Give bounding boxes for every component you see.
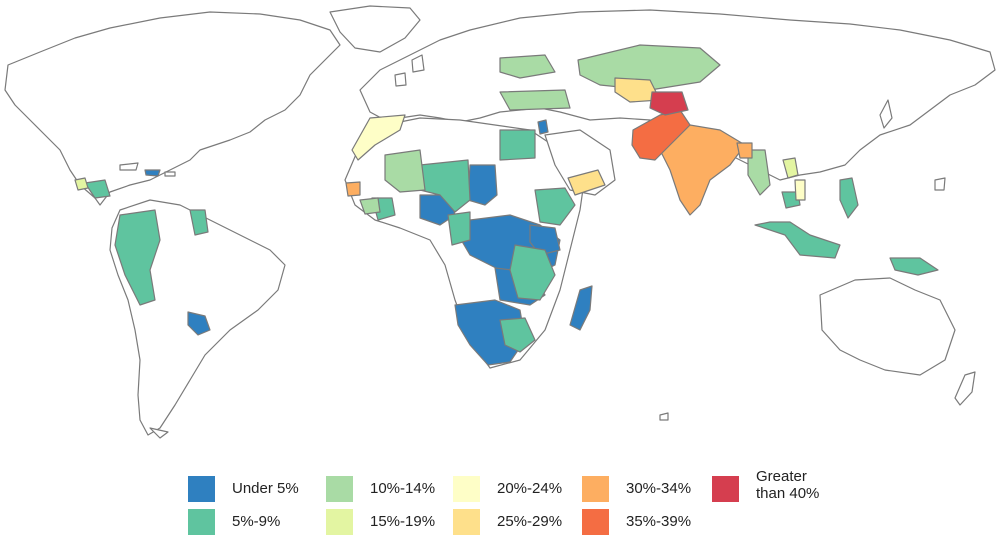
legend-label-over40-line2: than 40% — [756, 485, 820, 502]
legend-label-30to34: 30%-34% — [626, 480, 692, 497]
region-cameroon — [447, 211, 471, 246]
greenland — [329, 5, 421, 53]
legend-label-25to29: 25%-29% — [497, 513, 563, 530]
legend-label-over40: Greater than 40% — [756, 468, 819, 502]
legend-item-15to19: 15%-19% — [326, 509, 446, 535]
region-central-america — [84, 179, 111, 199]
legend-label-over40-line1: Greater — [756, 468, 807, 485]
region-chad — [467, 164, 498, 206]
region-senegal — [345, 181, 361, 197]
world-map — [4, 5, 996, 439]
legend-swatch-25to29 — [453, 509, 480, 535]
australia — [819, 277, 956, 376]
legend-label-10to14: 10%-14% — [370, 480, 436, 497]
legend-label-5to9: 5%-9% — [232, 513, 281, 530]
region-madagascar — [569, 285, 593, 331]
region-mali — [384, 149, 426, 193]
region-turkey — [499, 89, 571, 111]
map-legend: Under 5% 5%-9% 10%-14% 15%-19% 20%-24% 2… — [188, 468, 1000, 536]
legend-item-10to14: 10%-14% — [326, 476, 446, 502]
region-tanzania — [529, 224, 561, 256]
legend-label-35to39: 35%-39% — [626, 513, 692, 530]
region-haiti — [144, 169, 161, 177]
region-guatemala — [74, 177, 89, 191]
region-west-africa-green — [359, 197, 381, 215]
region-egypt — [499, 129, 536, 161]
region-colombia-peru — [114, 209, 161, 306]
region-jordan — [537, 119, 549, 135]
region-png — [889, 257, 939, 276]
region-southern-africa — [454, 299, 526, 366]
legend-label-20to24: 20%-24% — [497, 480, 563, 497]
region-south-africa-teal — [499, 317, 536, 353]
region-kazakhstan — [577, 44, 721, 91]
legend-item-25to29: 25%-29% — [453, 509, 573, 535]
legend-swatch-20to24 — [453, 476, 480, 502]
region-india — [659, 124, 746, 216]
region-philippines — [839, 177, 859, 219]
region-morocco — [351, 114, 406, 161]
island-fragments — [119, 54, 946, 421]
region-ethiopia — [534, 187, 576, 226]
legend-label-15to19: 15%-19% — [370, 513, 436, 530]
region-myanmar — [747, 149, 771, 196]
region-vietnam — [794, 179, 806, 201]
legend-item-30to34: 30%-34% — [582, 476, 702, 502]
legend-item-20to24: 20%-24% — [453, 476, 573, 502]
region-laos-vietnam — [782, 157, 799, 179]
region-yemen — [567, 169, 606, 196]
region-bangladesh — [736, 142, 753, 159]
legend-swatch-30to34 — [582, 476, 609, 502]
antarctica-edge — [149, 427, 169, 439]
legend-swatch-10to14 — [326, 476, 353, 502]
region-paraguay — [187, 311, 211, 336]
legend-item-5to9: 5%-9% — [188, 509, 308, 535]
new-zealand — [954, 371, 976, 406]
region-guyana — [189, 209, 209, 236]
legend-swatch-over40 — [712, 476, 739, 502]
shaded-countries — [74, 44, 939, 366]
legend-swatch-15to19 — [326, 509, 353, 535]
region-east-africa-teal — [509, 244, 556, 301]
legend-label-under5: Under 5% — [232, 480, 299, 497]
region-ukraine — [499, 54, 556, 79]
legend-item-under5: Under 5% — [188, 476, 308, 502]
legend-swatch-5to9 — [188, 509, 215, 535]
legend-swatch-under5 — [188, 476, 215, 502]
legend-item-35to39: 35%-39% — [582, 509, 702, 535]
north-america — [4, 11, 341, 206]
map-svg — [4, 5, 996, 439]
legend-swatch-35to39 — [582, 509, 609, 535]
legend-item-over40: Greater than 40% — [712, 468, 842, 502]
region-afghanistan — [649, 91, 689, 116]
region-central-asia — [614, 77, 661, 103]
region-indonesia — [754, 221, 841, 259]
